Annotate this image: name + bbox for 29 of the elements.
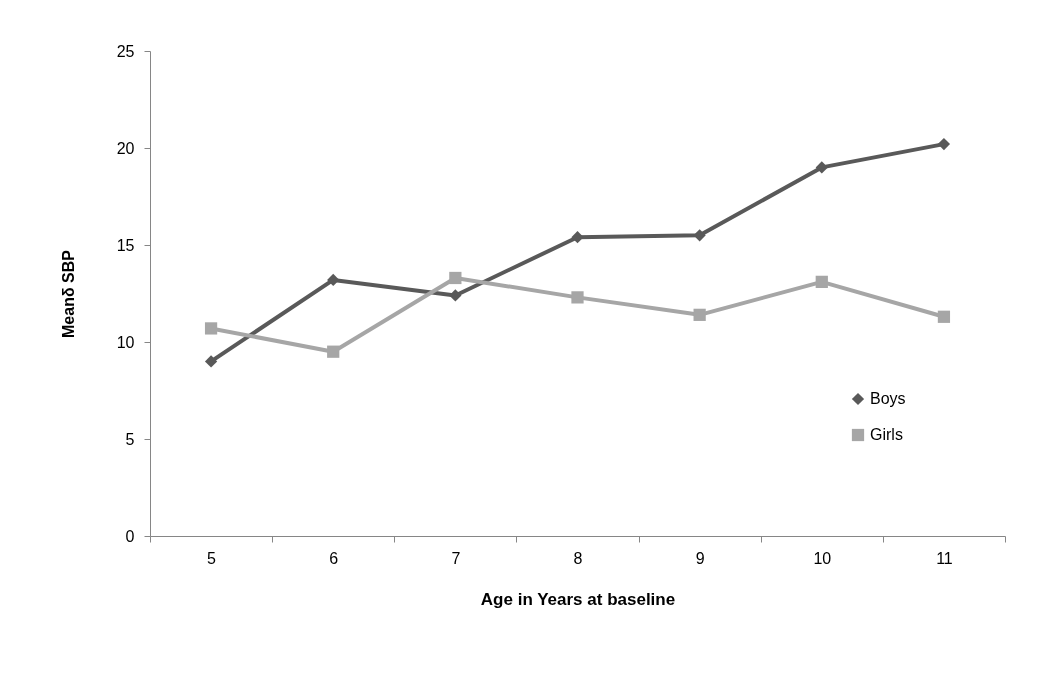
point — [815, 161, 828, 174]
y-tick-label: 25 — [116, 42, 135, 60]
point — [204, 322, 218, 335]
x-tick-label: 8 — [573, 549, 583, 567]
legend-label: Girls — [870, 426, 903, 443]
point — [449, 289, 462, 302]
x-tick-label: 7 — [451, 549, 461, 567]
x-tick-label: 5 — [207, 549, 217, 567]
point — [571, 291, 584, 304]
point — [937, 310, 951, 323]
point — [449, 271, 462, 285]
y-tick-label: 20 — [116, 139, 135, 157]
x-tick-label: 6 — [329, 549, 339, 567]
y-tick-label: 15 — [116, 236, 135, 254]
x-axis-title: Age in Years at baseline — [480, 589, 676, 609]
legend-label: Boys — [870, 390, 906, 407]
point — [327, 273, 340, 287]
point — [204, 355, 218, 368]
x-tick-label: 11 — [936, 549, 953, 567]
point — [693, 308, 706, 321]
y-tick-label: 0 — [125, 527, 135, 545]
x-tick-label: 9 — [695, 549, 705, 567]
point — [327, 345, 340, 358]
y-axis-title: Meanδ SBP — [59, 249, 77, 338]
y-tick-label: 5 — [125, 430, 135, 448]
y-tick-label: 10 — [116, 333, 135, 351]
point — [937, 138, 951, 151]
x-tick-label: 10 — [813, 549, 832, 567]
point — [815, 275, 828, 288]
